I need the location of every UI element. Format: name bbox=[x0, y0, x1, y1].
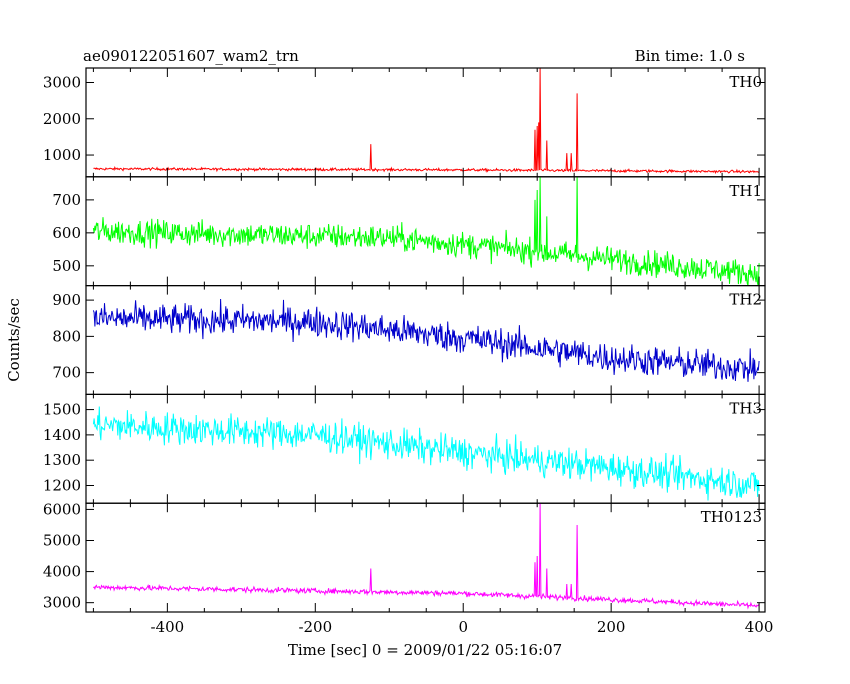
bin-time-label: Bin time: 1.0 s bbox=[635, 47, 745, 65]
y-tick-label: 600 bbox=[52, 224, 81, 242]
chart-title: ae090122051607_wam2_trn bbox=[83, 47, 299, 65]
panel-frame bbox=[85, 176, 766, 287]
series-line-th0123 bbox=[93, 503, 760, 610]
x-tick-label: -400 bbox=[151, 618, 185, 636]
y-tick-label: 900 bbox=[52, 291, 81, 309]
panel-label: TH0123 bbox=[701, 508, 762, 526]
x-tick-label: 0 bbox=[458, 618, 468, 636]
y-tick-label: 700 bbox=[52, 364, 81, 382]
x-axis-label: Time [sec] 0 = 2009/01/22 05:16:07 bbox=[288, 641, 562, 659]
y-tick-label: 1200 bbox=[43, 476, 81, 494]
y-tick-label: 800 bbox=[52, 327, 81, 345]
series-line-th2 bbox=[92, 298, 760, 382]
y-tick-label: 6000 bbox=[43, 500, 81, 518]
y-tick-label: 3000 bbox=[43, 74, 81, 92]
y-tick-label: 700 bbox=[52, 191, 81, 209]
x-tick-label: 400 bbox=[745, 618, 774, 636]
panel-frame bbox=[85, 285, 766, 396]
y-tick-label: 1500 bbox=[43, 401, 81, 419]
panel-label: TH3 bbox=[729, 399, 762, 417]
series-line-th3 bbox=[92, 406, 760, 501]
panel-th3: 1200 1300 1400 1500 TH3 bbox=[43, 393, 766, 504]
panel-label: TH2 bbox=[729, 291, 762, 309]
panel-label: TH1 bbox=[729, 182, 762, 200]
y-tick-label: 4000 bbox=[43, 563, 81, 581]
panel-th0: 1000 2000 3000 TH0 bbox=[43, 67, 766, 178]
panel-th2: 700 800 900 TH2 bbox=[52, 285, 766, 396]
panel-frame bbox=[85, 67, 766, 178]
panel-th0123: 3000 4000 5000 6000 TH0123 bbox=[43, 500, 766, 613]
series-line-th0 bbox=[93, 67, 760, 175]
panel-th1: 500 600 700 TH1 bbox=[52, 176, 766, 287]
y-axis-label: Counts/sec bbox=[5, 298, 23, 382]
panel-label: TH0 bbox=[729, 73, 762, 91]
y-tick-label: 3000 bbox=[43, 594, 81, 612]
y-tick-label: 2000 bbox=[43, 110, 81, 128]
y-tick-label: 1000 bbox=[43, 146, 81, 164]
x-tick-label: 200 bbox=[597, 618, 626, 636]
y-tick-label: 1300 bbox=[43, 451, 81, 469]
panel-frame bbox=[85, 502, 766, 613]
y-tick-label: 1400 bbox=[43, 426, 81, 444]
y-tick-label: 500 bbox=[52, 257, 81, 275]
y-tick-label: 5000 bbox=[43, 532, 81, 550]
series-line-th1 bbox=[92, 176, 760, 286]
x-tick-label: -200 bbox=[298, 618, 332, 636]
